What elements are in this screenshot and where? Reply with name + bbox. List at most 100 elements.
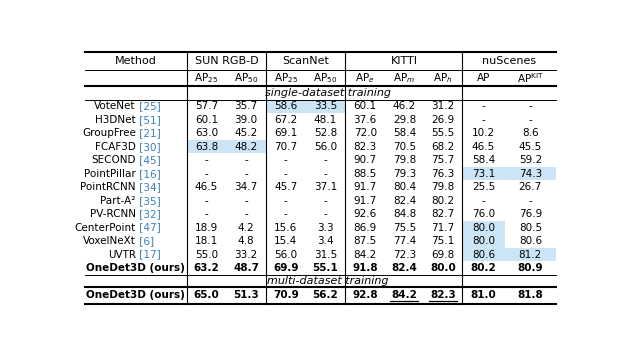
Text: 34.7: 34.7 xyxy=(234,182,258,192)
Text: 80.2: 80.2 xyxy=(431,196,454,206)
Text: 76.9: 76.9 xyxy=(519,209,542,219)
Text: VoxelNeXt: VoxelNeXt xyxy=(83,236,136,246)
Text: -: - xyxy=(529,196,532,206)
Text: 29.8: 29.8 xyxy=(393,115,416,125)
Bar xyxy=(266,99,306,113)
Text: nuScenes: nuScenes xyxy=(482,56,536,66)
Text: 74.3: 74.3 xyxy=(519,169,542,179)
Text: 76.3: 76.3 xyxy=(431,169,454,179)
Text: 80.4: 80.4 xyxy=(393,182,416,192)
Text: PV-RCNN: PV-RCNN xyxy=(90,209,136,219)
Text: CenterPoint: CenterPoint xyxy=(74,223,136,233)
Text: single-dataset training: single-dataset training xyxy=(265,88,391,98)
Text: VoteNet: VoteNet xyxy=(94,101,136,111)
Text: OneDet3D (ours): OneDet3D (ours) xyxy=(86,263,185,273)
Text: 70.9: 70.9 xyxy=(273,290,299,300)
Text: PointPillar: PointPillar xyxy=(84,169,136,179)
Text: 69.9: 69.9 xyxy=(273,263,299,273)
Text: GroupFree: GroupFree xyxy=(82,128,136,138)
Text: -: - xyxy=(324,169,328,179)
Text: -: - xyxy=(244,209,248,219)
Text: 63.2: 63.2 xyxy=(194,263,220,273)
Bar xyxy=(306,99,346,113)
Text: -: - xyxy=(205,196,209,206)
Text: [45]: [45] xyxy=(136,155,161,165)
Text: 55.5: 55.5 xyxy=(431,128,454,138)
Text: 79.8: 79.8 xyxy=(393,155,416,165)
Text: [30]: [30] xyxy=(136,142,161,152)
Text: 39.0: 39.0 xyxy=(235,115,258,125)
Text: 31.2: 31.2 xyxy=(431,101,454,111)
Text: 82.7: 82.7 xyxy=(431,209,454,219)
Text: 72.3: 72.3 xyxy=(393,249,416,259)
Bar xyxy=(463,248,504,261)
Text: 48.1: 48.1 xyxy=(314,115,337,125)
Text: 52.8: 52.8 xyxy=(314,128,337,138)
Text: AP$_e$: AP$_e$ xyxy=(355,71,375,85)
Bar xyxy=(227,140,266,153)
Bar xyxy=(504,167,556,180)
Text: AP$^{\mathrm{KIT}}$: AP$^{\mathrm{KIT}}$ xyxy=(517,71,544,85)
Text: 56.0: 56.0 xyxy=(314,142,337,152)
Bar xyxy=(463,167,504,180)
Text: 82.4: 82.4 xyxy=(392,263,417,273)
Text: 37.1: 37.1 xyxy=(314,182,337,192)
Text: 82.4: 82.4 xyxy=(393,196,416,206)
Text: -: - xyxy=(205,169,209,179)
Text: 81.8: 81.8 xyxy=(518,290,543,300)
Text: 67.2: 67.2 xyxy=(274,115,298,125)
Text: 84.8: 84.8 xyxy=(393,209,416,219)
Text: 56.0: 56.0 xyxy=(275,249,298,259)
Text: 46.5: 46.5 xyxy=(195,182,218,192)
Text: 87.5: 87.5 xyxy=(353,236,377,246)
Text: -: - xyxy=(284,169,288,179)
Text: 57.7: 57.7 xyxy=(195,101,218,111)
Text: 84.2: 84.2 xyxy=(392,290,417,300)
Text: 63.8: 63.8 xyxy=(195,142,218,152)
Text: 3.4: 3.4 xyxy=(317,236,334,246)
Text: AP$_{25}$: AP$_{25}$ xyxy=(195,71,218,85)
Text: SECOND: SECOND xyxy=(92,155,136,165)
Text: 71.7: 71.7 xyxy=(431,223,454,233)
Text: -: - xyxy=(244,169,248,179)
Text: 48.7: 48.7 xyxy=(233,263,259,273)
Text: 80.0: 80.0 xyxy=(430,263,456,273)
Text: 75.7: 75.7 xyxy=(431,155,454,165)
Text: ScanNet: ScanNet xyxy=(282,56,329,66)
Text: 80.0: 80.0 xyxy=(472,236,495,246)
Text: 58.4: 58.4 xyxy=(472,155,495,165)
Text: 55.1: 55.1 xyxy=(313,263,339,273)
Text: [32]: [32] xyxy=(136,209,161,219)
Text: 37.6: 37.6 xyxy=(353,115,377,125)
Text: 15.6: 15.6 xyxy=(274,223,298,233)
Text: FCAF3D: FCAF3D xyxy=(95,142,136,152)
Text: 45.5: 45.5 xyxy=(519,142,542,152)
Text: 77.4: 77.4 xyxy=(393,236,416,246)
Text: 80.6: 80.6 xyxy=(472,249,495,259)
Text: 91.7: 91.7 xyxy=(353,182,377,192)
Text: 56.2: 56.2 xyxy=(313,290,339,300)
Text: 8.6: 8.6 xyxy=(522,128,539,138)
Text: 68.2: 68.2 xyxy=(431,142,454,152)
Text: [34]: [34] xyxy=(136,182,161,192)
Text: 84.2: 84.2 xyxy=(353,249,377,259)
Text: 26.7: 26.7 xyxy=(519,182,542,192)
Text: [35]: [35] xyxy=(136,196,161,206)
Text: Method: Method xyxy=(115,56,157,66)
Text: 58.6: 58.6 xyxy=(274,101,298,111)
Text: 79.3: 79.3 xyxy=(393,169,416,179)
Text: SUN RGB-D: SUN RGB-D xyxy=(195,56,258,66)
Text: [25]: [25] xyxy=(136,101,161,111)
Text: -: - xyxy=(244,155,248,165)
Text: 35.7: 35.7 xyxy=(234,101,258,111)
Text: 80.9: 80.9 xyxy=(518,263,543,273)
Text: -: - xyxy=(324,209,328,219)
Text: AP$_{50}$: AP$_{50}$ xyxy=(314,71,338,85)
Text: 58.4: 58.4 xyxy=(393,128,416,138)
Text: -: - xyxy=(482,115,485,125)
Text: 65.0: 65.0 xyxy=(194,290,220,300)
Text: [17]: [17] xyxy=(136,249,161,259)
Text: -: - xyxy=(324,155,328,165)
Text: [21]: [21] xyxy=(136,128,161,138)
Text: 80.0: 80.0 xyxy=(472,223,495,233)
